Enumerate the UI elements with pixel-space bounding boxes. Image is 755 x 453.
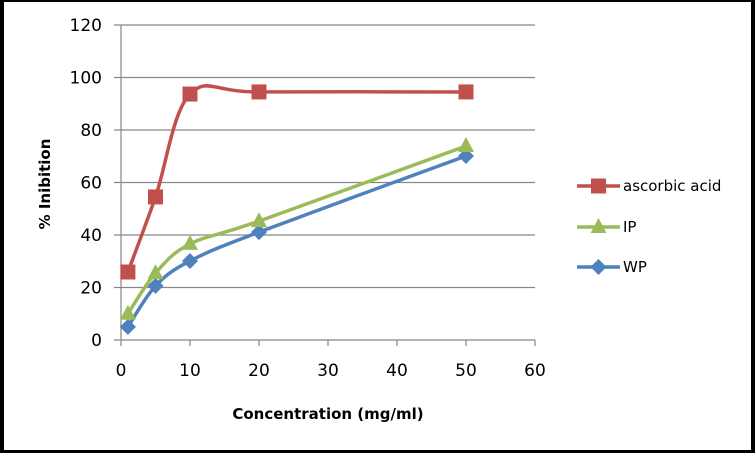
- legend: ascorbic acid IP WP: [577, 177, 721, 276]
- series-group: [119, 84, 474, 335]
- legend-marker-wp: [590, 259, 607, 275]
- data-point-ip: [251, 212, 267, 228]
- data-point-wp: [251, 224, 267, 241]
- data-point-wp: [147, 277, 164, 294]
- data-point-ip: [458, 137, 474, 153]
- data-point-ip: [147, 264, 164, 280]
- series-line-ascorbic-acid: [126, 84, 468, 274]
- legend-label: WP: [623, 258, 647, 276]
- series-ip: [119, 137, 474, 320]
- y-tick-label: 80: [80, 121, 102, 141]
- y-axis-title: % Inibition: [36, 139, 54, 230]
- data-point-wp: [182, 252, 198, 269]
- data-point-wp: [119, 318, 136, 335]
- y-tick-label: 40: [80, 226, 102, 246]
- data-point-ascorbic-acid: [182, 86, 198, 102]
- legend-marker-ip: [590, 218, 607, 233]
- x-tick-label: 30: [317, 361, 339, 381]
- series-line-wp: [126, 154, 468, 329]
- y-tick-label: 0: [91, 331, 102, 351]
- legend-label: IP: [623, 218, 636, 236]
- data-point-ascorbic-acid: [458, 84, 474, 100]
- series-ascorbic-acid: [120, 84, 474, 280]
- data-point-ascorbic-acid: [148, 189, 163, 205]
- axes: [114, 24, 536, 346]
- legend-item-ip: IP: [577, 218, 636, 236]
- data-point-ascorbic-acid: [120, 264, 136, 280]
- legend-item-ascorbic-acid: ascorbic acid: [577, 177, 721, 195]
- y-tick-label: 60: [80, 174, 102, 194]
- series-line-ip: [126, 144, 468, 316]
- x-tick-label: 50: [455, 361, 477, 381]
- y-tick-label: 100: [70, 69, 102, 89]
- x-tick-label: 20: [248, 361, 270, 381]
- data-point-ip: [182, 234, 198, 250]
- legend-label: ascorbic acid: [623, 177, 721, 195]
- x-tick-label: 0: [116, 361, 127, 381]
- legend-item-wp: WP: [577, 258, 647, 276]
- y-tick-label: 20: [80, 279, 102, 299]
- series-wp: [119, 147, 474, 335]
- x-tick-label: 40: [386, 361, 408, 381]
- y-tick-label: 120: [70, 16, 102, 36]
- data-point-ip: [119, 304, 136, 320]
- x-tick-label: 10: [179, 361, 201, 381]
- tick-labels: 0 20 40 60 80 100 120 0 10 20 30 40 50 60: [70, 16, 546, 381]
- x-axis-title: Concentration (mg/ml): [232, 405, 423, 423]
- data-point-ascorbic-acid: [251, 84, 267, 100]
- x-tick-label: 60: [524, 361, 546, 381]
- legend-marker-ascorbic-acid: [591, 178, 606, 194]
